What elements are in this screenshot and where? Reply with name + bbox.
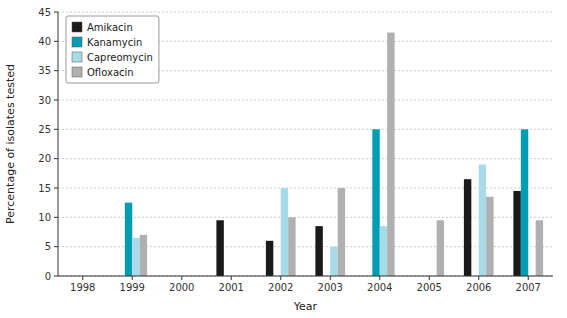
legend-swatch bbox=[72, 52, 82, 62]
legend-item: Ofloxacin bbox=[72, 67, 134, 78]
bar bbox=[288, 217, 295, 276]
x-tick-label: 2004 bbox=[367, 282, 392, 293]
bar bbox=[521, 129, 528, 276]
y-axis-label: Percentage of isolates tested bbox=[4, 64, 17, 224]
y-tick bbox=[54, 129, 58, 130]
bar bbox=[380, 226, 387, 276]
grid-line bbox=[58, 12, 553, 13]
bar bbox=[140, 235, 147, 276]
y-tick-label: 20 bbox=[38, 153, 51, 164]
y-tick-label: 5 bbox=[45, 241, 51, 252]
legend-frame bbox=[66, 16, 159, 83]
y-tick-label: 15 bbox=[38, 183, 51, 194]
x-tick-label: 2002 bbox=[268, 282, 293, 293]
bar bbox=[315, 226, 322, 276]
bar bbox=[464, 179, 471, 276]
bar bbox=[486, 197, 493, 276]
legend-item: Amikacin bbox=[72, 22, 133, 33]
y-tick bbox=[54, 158, 58, 159]
x-tick-label: 2001 bbox=[219, 282, 244, 293]
y-axis-line bbox=[58, 12, 59, 276]
grid-line bbox=[58, 100, 553, 101]
x-tick-label: 2000 bbox=[169, 282, 194, 293]
bar bbox=[216, 220, 223, 276]
legend-label: Capreomycin bbox=[87, 52, 153, 63]
y-tick-label: 0 bbox=[45, 271, 51, 282]
bars bbox=[125, 33, 543, 276]
x-tick-label: 1999 bbox=[120, 282, 145, 293]
chart: 0 5 10 15 20 25 30 35 40 45 1998 1999 2000 2001 2002 20… bbox=[0, 0, 567, 318]
y-tick bbox=[54, 188, 58, 189]
legend-swatch bbox=[72, 67, 82, 77]
axes: 0 5 10 15 20 25 30 35 40 45 1998 1999 2000 2001 2002 20… bbox=[38, 7, 553, 294]
legend-swatch bbox=[72, 37, 82, 47]
y-tick bbox=[54, 12, 58, 13]
chart-container: 0 5 10 15 20 25 30 35 40 45 1998 1999 2000 2001 2002 20… bbox=[0, 0, 567, 318]
x-tick-label: 2007 bbox=[516, 282, 541, 293]
legend-item: Capreomycin bbox=[72, 52, 153, 63]
y-tick-label: 45 bbox=[38, 7, 51, 18]
x-tick-label: 2005 bbox=[417, 282, 442, 293]
bar bbox=[372, 129, 379, 276]
y-tick-label: 30 bbox=[38, 95, 51, 106]
x-tick bbox=[330, 276, 331, 280]
bar bbox=[479, 165, 486, 276]
y-tick-label: 40 bbox=[38, 36, 51, 47]
bar bbox=[513, 191, 520, 276]
legend-swatch bbox=[72, 22, 82, 32]
y-tick bbox=[54, 100, 58, 101]
bar bbox=[536, 220, 543, 276]
x-tick bbox=[478, 276, 479, 280]
bar bbox=[387, 33, 394, 276]
y-tick bbox=[54, 70, 58, 71]
bar bbox=[330, 247, 337, 276]
y-tick-label: 10 bbox=[38, 212, 51, 223]
y-tick bbox=[54, 41, 58, 42]
x-tick-label: 1998 bbox=[70, 282, 95, 293]
x-tick bbox=[528, 276, 529, 280]
y-tick bbox=[54, 276, 58, 277]
y-tick-label: 35 bbox=[38, 65, 51, 76]
bar bbox=[338, 188, 345, 276]
x-axis-label: Year bbox=[293, 300, 318, 313]
x-tick bbox=[181, 276, 182, 280]
x-tick-label: 2006 bbox=[466, 282, 491, 293]
x-tick bbox=[132, 276, 133, 280]
x-tick-label: 2003 bbox=[318, 282, 343, 293]
bar bbox=[132, 238, 139, 276]
y-tick bbox=[54, 246, 58, 247]
y-tick bbox=[54, 217, 58, 218]
bar bbox=[281, 188, 288, 276]
x-tick bbox=[231, 276, 232, 280]
x-tick bbox=[379, 276, 380, 280]
legend-item: Kanamycin bbox=[72, 37, 142, 48]
grid-line bbox=[58, 129, 553, 130]
legend-label: Ofloxacin bbox=[87, 67, 134, 78]
bar bbox=[125, 203, 132, 276]
grid bbox=[58, 12, 553, 276]
legend-label: Kanamycin bbox=[87, 37, 142, 48]
bar bbox=[266, 241, 273, 276]
grid-line bbox=[58, 158, 553, 159]
x-tick bbox=[429, 276, 430, 280]
y-tick-label: 25 bbox=[38, 124, 51, 135]
x-tick bbox=[82, 276, 83, 280]
bar bbox=[437, 220, 444, 276]
legend-label: Amikacin bbox=[87, 22, 133, 33]
legend: Amikacin Kanamycin Capreomycin Ofloxacin bbox=[66, 16, 159, 83]
x-tick bbox=[280, 276, 281, 280]
